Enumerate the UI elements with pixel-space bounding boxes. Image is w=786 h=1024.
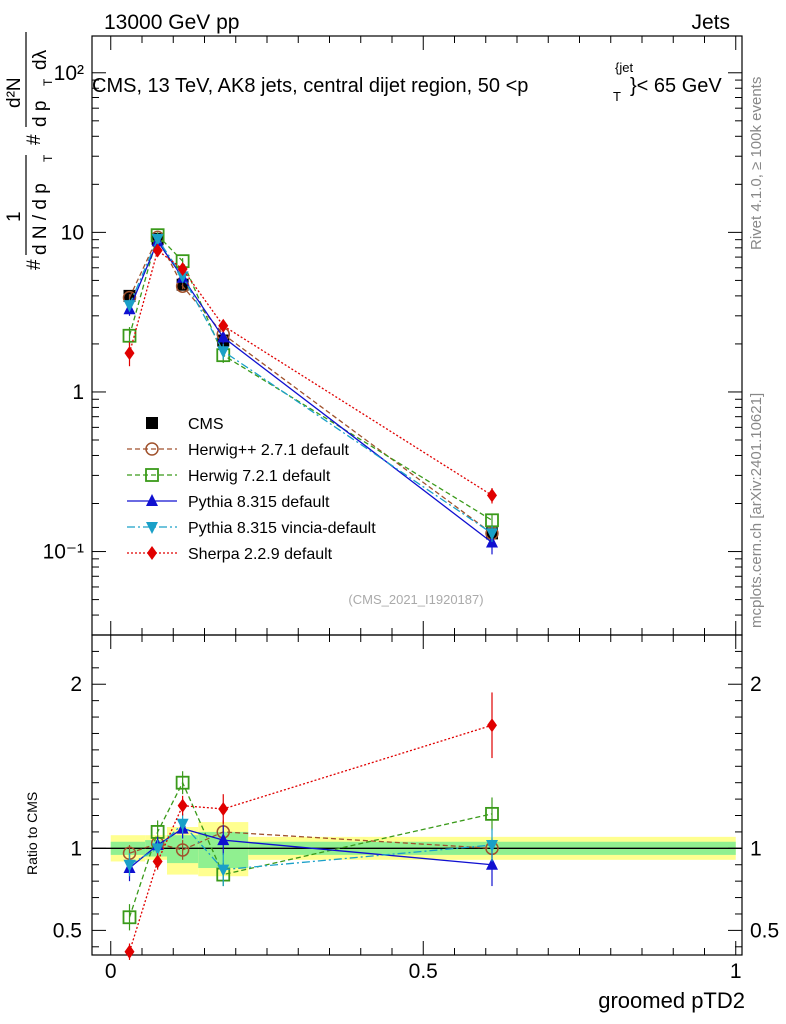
y-tick-label-right: 0.5 [750, 919, 779, 942]
point-sherpa [124, 346, 135, 361]
y-tick-label: 2 [70, 673, 82, 696]
point-sherpa [152, 243, 163, 258]
y-den2-end: dλ [30, 49, 51, 70]
main-title-text: CMS, 13 TeV, AK8 jets, central dijet reg… [92, 75, 528, 97]
legend-marker-sherpa [147, 546, 157, 560]
ratio-point-sherpa [218, 801, 229, 816]
ratio-frame [91, 634, 743, 956]
ratio-point-sherpa [177, 798, 188, 813]
legend: CMS Herwig++ 2.7.1 default Herwig 7.2.1 de… [127, 416, 376, 563]
y-frac-den: d N / d p [30, 183, 51, 255]
y-tick-label-right: 2 [750, 673, 762, 696]
point-sherpa [218, 318, 229, 333]
x-tick-label: 1 [730, 960, 742, 983]
point-pythia [217, 330, 230, 343]
legend-label-sherpa: Sherpa 2.2.9 default [188, 546, 333, 563]
legend-marker-vincia [146, 522, 158, 534]
ratio-panel: 0 0.5 1 0.5 0.5 1 1 2 2 [53, 634, 779, 983]
header-right: Jets [691, 11, 730, 34]
point-sherpa [487, 488, 497, 503]
y-num2: d²N [4, 77, 25, 108]
point-vincia [151, 233, 164, 246]
y-hash2: # [24, 134, 45, 145]
y-den2: d p [30, 101, 51, 127]
ratio-point-pythia [486, 857, 498, 870]
y-tick-label: 10² [54, 62, 84, 85]
ratio-point-vincia [486, 840, 498, 853]
main-title: CMS, 13 TeV, AK8 jets, central dijet reg… [92, 60, 722, 104]
legend-label-herwig7: Herwig 7.2.1 default [188, 468, 331, 485]
legend-label-pythia: Pythia 8.315 default [188, 494, 330, 511]
y-hash1: # [24, 259, 45, 270]
y-frac-den-sub: T [41, 154, 55, 162]
y-frac-num: 1 [4, 211, 25, 222]
y-axis-label-ratio: Ratio to CMS [24, 792, 40, 875]
ratio-point-vincia [151, 843, 164, 856]
ratio-point-sherpa [124, 944, 135, 959]
y-tick-label-right: 1 [750, 837, 762, 860]
x-axis-label: groomed pTD2 [598, 988, 745, 1013]
ratio-point-pythia [217, 833, 230, 846]
y-tick-label: 1 [72, 381, 84, 404]
y-tick-label: 10⁻¹ [43, 541, 84, 564]
ratio-point-herwig7 [485, 806, 499, 821]
mcplots-label: mcplots.cern.ch [arXiv:2401.10621] [748, 393, 765, 628]
ratio-point-herwigpp [175, 843, 190, 857]
main-title-sub: T [613, 89, 621, 104]
main-panel: 10⁻¹ 1 10 10² [43, 35, 743, 636]
legend-marker-herwigpp [145, 442, 159, 456]
x-tick-label: 0 [105, 960, 117, 983]
point-vincia [217, 346, 230, 359]
ratio-point-herwig7 [175, 775, 190, 790]
legend-marker-cms [146, 417, 158, 429]
ratio-point-herwig7 [122, 910, 137, 925]
ratio-point-sherpa [152, 854, 163, 869]
legend-marker-herwig7 [145, 468, 159, 482]
legend-label-vincia: Pythia 8.315 vincia-default [188, 520, 376, 537]
y-tick-label: 10 [61, 221, 84, 244]
ratio-point-sherpa [487, 718, 497, 733]
y-den2-sub: T [41, 78, 55, 86]
y-tick-label: 1 [70, 837, 82, 860]
rivet-label: Rivet 4.1.0, ≥ 100k events [748, 77, 765, 250]
point-sherpa [177, 261, 188, 276]
analysis-tag: (CMS_2021_I1920187) [348, 592, 483, 607]
legend-marker-pythia [146, 494, 158, 506]
point-vincia [486, 528, 498, 541]
point-vincia [176, 271, 189, 284]
main-title-end: }< 65 GeV [630, 75, 722, 97]
point-vincia [123, 300, 136, 313]
legend-label-herwigpp: Herwig++ 2.7.1 default [188, 442, 350, 459]
header-left: 13000 GeV pp [104, 11, 239, 34]
x-tick-label: 0.5 [409, 960, 438, 983]
ratio-line-herwigpp [129, 831, 493, 854]
y-axis-label-main: # 1 d N / d p T # d²N d p T dλ [4, 32, 55, 270]
ratio-point-vincia [217, 864, 230, 877]
ratio-point-vincia [176, 818, 189, 831]
main-title-sup: {jet [615, 60, 633, 75]
legend-label-cms: CMS [188, 416, 224, 433]
y-tick-label: 0.5 [53, 919, 82, 942]
ratio-point-vincia [123, 859, 136, 872]
point-herwig7 [122, 328, 137, 343]
